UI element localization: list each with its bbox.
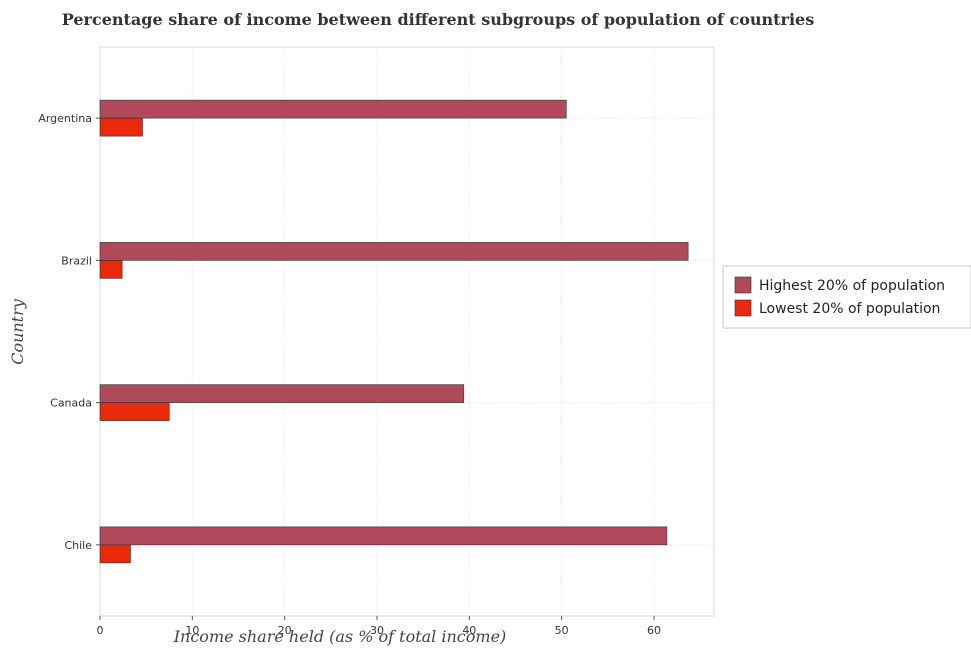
- legend-label-lowest: Lowest 20% of population: [759, 301, 940, 317]
- legend-box: [722, 265, 971, 329]
- bar-lowest-chile: [99, 544, 131, 564]
- x-tick-label: 60: [647, 624, 661, 637]
- x-tick-label: 10: [185, 624, 199, 637]
- bar-lowest-argentina: [99, 117, 143, 137]
- bar-highest-brazil: [99, 242, 689, 261]
- legend-swatch-lowest: [734, 299, 752, 317]
- x-tick-label: 0: [97, 624, 104, 637]
- y-tick-label: Brazil: [61, 254, 92, 267]
- x-axis-label: Income share held (as % of total income): [173, 627, 507, 646]
- y-axis-label: Country: [8, 298, 27, 365]
- bar-highest-argentina: [99, 99, 567, 119]
- x-tick-label: 40: [462, 624, 476, 637]
- legend-label-highest: Highest 20% of population: [759, 278, 945, 294]
- x-ticks: 0 10 20 30 40 50 60: [97, 616, 661, 637]
- legend: Highest 20% of population Lowest 20% of …: [722, 265, 971, 329]
- x-tick-label: 30: [370, 624, 384, 637]
- legend-swatch-highest: [734, 276, 752, 294]
- y-tick-label: Chile: [64, 539, 92, 552]
- chart-title: Percentage share of income between diffe…: [62, 10, 814, 29]
- bars: [99, 99, 689, 564]
- bar-highest-canada: [99, 384, 465, 403]
- bar-highest-chile: [99, 526, 668, 546]
- bar-lowest-brazil: [99, 260, 123, 279]
- x-tick-label: 20: [278, 624, 292, 637]
- bar-lowest-canada: [99, 402, 170, 421]
- plot-frame: [99, 46, 715, 617]
- y-tick-label: Canada: [50, 397, 92, 410]
- x-tick-label: 50: [555, 624, 569, 637]
- y-tick-label: Argentina: [38, 112, 92, 125]
- y-ticks: Argentina Brazil Canada Chile: [38, 112, 100, 552]
